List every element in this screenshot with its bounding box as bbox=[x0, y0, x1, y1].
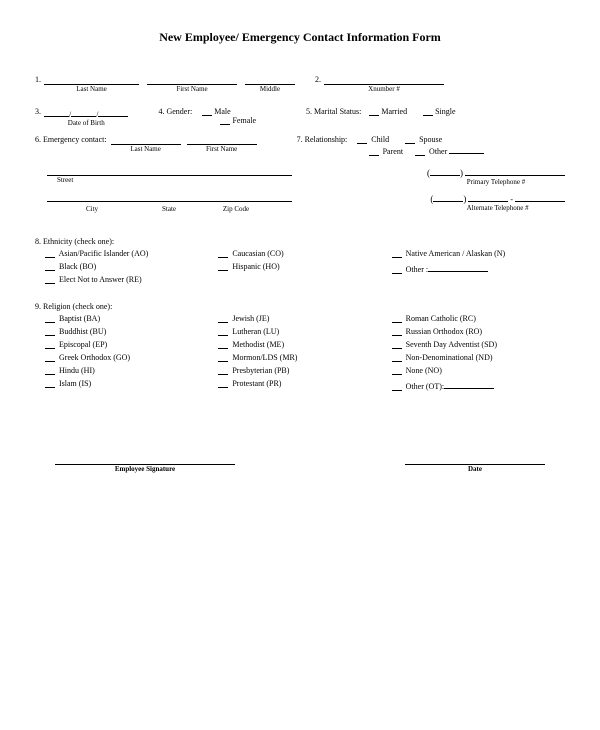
signature-row: Employee Signature Date bbox=[35, 455, 565, 473]
row-street-phone: Street () Primary Telephone # bbox=[35, 166, 565, 186]
label-state: State bbox=[134, 205, 204, 213]
field-ec-firstname[interactable]: First Name bbox=[187, 135, 257, 156]
field-primary-phone[interactable]: () Primary Telephone # bbox=[427, 166, 565, 186]
section-religion: 9. Religion (check one): Baptist (BA) Bu… bbox=[35, 302, 565, 395]
field-ec-lastname[interactable]: Last Name bbox=[111, 135, 181, 156]
section-ethnicity: 8. Ethnicity (check one): Asian/Pacific … bbox=[35, 237, 565, 288]
check-spouse[interactable] bbox=[405, 136, 415, 144]
label-2: 2. bbox=[315, 75, 321, 93]
row-name-xnumber: 1. Last Name First Name Middle 2. Xnumbe… bbox=[35, 75, 565, 93]
label-9: 9. Religion (check one): bbox=[35, 302, 565, 311]
row-city-altphone: City State Zip Code () - Alternate Telep… bbox=[35, 192, 565, 213]
field-relationship: 7. Relationship: Child Spouse Parent Oth… bbox=[297, 135, 485, 156]
religion-col3: Roman Catholic (RC) Russian Orthodox (RO… bbox=[392, 314, 565, 395]
ethnicity-col3: Native American / Alaskan (N) Other : bbox=[392, 249, 565, 288]
label-8: 8. Ethnicity (check one): bbox=[35, 237, 565, 246]
label-city: City bbox=[52, 205, 132, 213]
check-female[interactable] bbox=[220, 117, 230, 125]
row-dob-gender-marital: 3. // Date of Birth 4. Gender: Male Fema… bbox=[35, 107, 565, 127]
field-firstname[interactable]: First Name bbox=[147, 75, 237, 93]
field-dob[interactable]: // Date of Birth bbox=[44, 107, 128, 127]
row-emergency-relationship: 6. Emergency contact: Last Name First Na… bbox=[35, 135, 565, 156]
check-married[interactable] bbox=[369, 108, 379, 116]
field-gender: 4. Gender: Male Female bbox=[158, 107, 256, 127]
field-date[interactable]: Date bbox=[405, 455, 545, 473]
label-1: 1. bbox=[35, 75, 41, 93]
field-lastname[interactable]: Last Name bbox=[44, 75, 139, 93]
field-xnumber[interactable]: Xnumber # bbox=[324, 75, 444, 93]
ethnicity-col1: Asian/Pacific Islander (AO) Black (BO) E… bbox=[35, 249, 218, 288]
check-male[interactable] bbox=[202, 108, 212, 116]
label-6: 6. Emergency contact: bbox=[35, 135, 107, 156]
field-middle[interactable]: Middle bbox=[245, 75, 295, 93]
check-parent[interactable] bbox=[369, 148, 379, 156]
religion-col2: Jewish (JE) Lutheran (LU) Methodist (ME)… bbox=[218, 314, 391, 395]
label-3: 3. bbox=[35, 107, 41, 127]
form-title: New Employee/ Emergency Contact Informat… bbox=[35, 30, 565, 45]
field-street[interactable]: Street bbox=[47, 166, 292, 186]
field-alt-phone[interactable]: () - Alternate Telephone # bbox=[430, 192, 565, 213]
check-other-rel[interactable] bbox=[415, 148, 425, 156]
check-single[interactable] bbox=[423, 108, 433, 116]
field-signature[interactable]: Employee Signature bbox=[55, 455, 235, 473]
religion-col1: Baptist (BA) Buddhist (BU) Episcopal (EP… bbox=[35, 314, 218, 395]
label-zip: Zip Code bbox=[206, 205, 266, 213]
ethnicity-col2: Caucasian (CO) Hispanic (HO) bbox=[218, 249, 391, 288]
check-child[interactable] bbox=[357, 136, 367, 144]
field-marital: 5. Marital Status: Married Single bbox=[306, 107, 456, 127]
